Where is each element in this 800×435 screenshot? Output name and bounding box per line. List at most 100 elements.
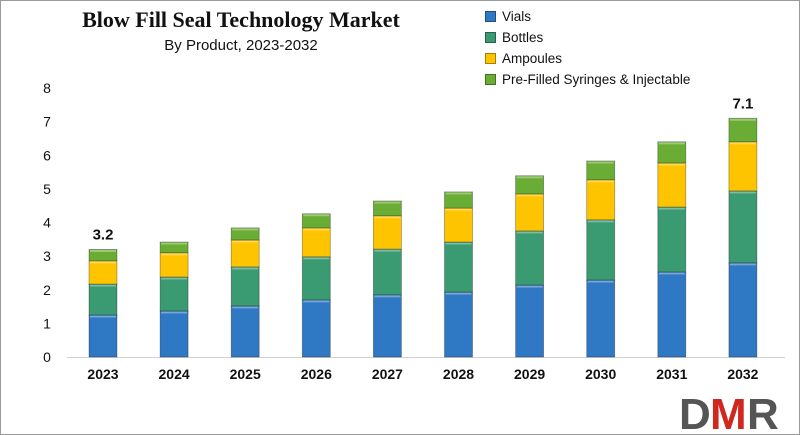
bar-segment-highlight: [303, 228, 330, 231]
chart-subtitle: By Product, 2023-2032: [164, 37, 318, 54]
bar-segment-highlight: [374, 295, 401, 298]
bar-segment-pre-filled-syringes-injectable-2023: [88, 248, 118, 262]
bar-segment-highlight: [516, 194, 543, 197]
bar-segment-pre-filled-syringes-injectable-2030: [586, 160, 616, 181]
bar-segment-pre-filled-syringes-injectable-2025: [230, 227, 260, 241]
legend-swatch: [485, 11, 496, 22]
legend-swatch: [485, 53, 496, 64]
bar-segment-ampoules-2027: [372, 215, 402, 250]
bar-segment-highlight: [729, 191, 756, 194]
data-label: 7.1: [732, 95, 753, 112]
legend-item-bottles: Bottles: [485, 27, 690, 48]
y-tick-label: 5: [43, 181, 51, 197]
legend-label: Pre-Filled Syringes & Injectable: [502, 72, 691, 87]
bar-segment-ampoules-2023: [88, 260, 118, 285]
bar-segment-highlight: [445, 208, 472, 211]
legend-item-ampoules: Ampoules: [485, 48, 690, 69]
bar-segment-bottles-2026: [301, 256, 331, 301]
bar-segment-highlight: [90, 261, 116, 264]
y-tick-label: 0: [43, 349, 51, 365]
bar-segment-bottles-2027: [372, 248, 402, 296]
y-tick-label: 3: [43, 248, 51, 264]
bar-segment-highlight: [232, 306, 259, 309]
bar-segment-pre-filled-syringes-injectable-2024: [159, 241, 189, 254]
bar-segment-bottles-2025: [230, 266, 260, 307]
bar-segment-highlight: [374, 249, 401, 252]
bar-segment-vials-2025: [230, 305, 260, 358]
bar-segment-highlight: [658, 142, 685, 145]
bar-segment-ampoules-2032: [728, 141, 758, 192]
dmr-logo: D M R: [679, 390, 779, 435]
y-tick-label: 8: [43, 80, 51, 96]
bar-segment-highlight: [587, 180, 614, 183]
x-tick-label: 2029: [514, 366, 545, 382]
bar-segment-highlight: [516, 285, 543, 288]
bar-segment-highlight: [587, 220, 614, 223]
x-tick-label: 2030: [585, 366, 616, 382]
bar-segment-highlight: [374, 216, 401, 219]
bar-segment-pre-filled-syringes-injectable-2031: [657, 141, 687, 164]
bar-segment-highlight: [445, 192, 472, 195]
bar-segment-highlight: [232, 240, 259, 243]
logo-letter-m: M: [710, 390, 747, 435]
bar-segment-bottles-2023: [88, 283, 118, 316]
bar-segment-vials-2029: [515, 284, 544, 358]
bar-segment-highlight: [445, 292, 472, 295]
bar-segment-highlight: [90, 249, 116, 252]
bar-segment-bottles-2024: [159, 276, 189, 312]
legend-item-syringes: Pre-Filled Syringes & Injectable: [485, 69, 690, 90]
bar-segment-highlight: [658, 163, 685, 166]
x-tick-label: 2026: [301, 366, 332, 382]
bar-segment-vials-2027: [372, 294, 402, 358]
bar-segment-vials-2030: [586, 279, 616, 358]
logo-letter-r: R: [747, 390, 779, 435]
x-tick-label: 2028: [443, 366, 474, 382]
bar-segment-pre-filled-syringes-injectable-2032: [728, 117, 758, 143]
bar-segment-highlight: [90, 315, 116, 318]
bar-segment-highlight: [658, 207, 685, 210]
bar-segment-highlight: [445, 242, 472, 245]
legend-label: Bottles: [502, 30, 544, 45]
legend-swatch: [485, 32, 496, 43]
bar-segment-pre-filled-syringes-injectable-2028: [444, 191, 473, 209]
bar-segment-highlight: [516, 231, 543, 234]
bar-segment-highlight: [658, 272, 685, 275]
bar-segment-highlight: [303, 257, 330, 260]
bar-segment-highlight: [161, 253, 188, 256]
legend-swatch: [485, 74, 496, 85]
bar-segment-highlight: [161, 277, 188, 280]
bar-segment-bottles-2031: [657, 206, 687, 273]
y-tick-label: 1: [43, 315, 51, 331]
bar-segment-ampoules-2029: [515, 193, 544, 232]
x-tick-label: 2027: [372, 366, 403, 382]
bar-segment-pre-filled-syringes-injectable-2026: [301, 213, 331, 229]
bar-segment-vials-2023: [88, 314, 118, 358]
legend-label: Ampoules: [502, 51, 563, 66]
bar-segment-bottles-2029: [515, 230, 544, 286]
bar-segment-highlight: [303, 300, 330, 303]
x-tick-label: 2031: [656, 366, 687, 382]
y-tick-label: 4: [43, 215, 51, 231]
chart-title: Blow Fill Seal Technology Market: [82, 7, 400, 32]
bar-segment-vials-2024: [159, 310, 189, 358]
bar-segment-bottles-2030: [586, 219, 616, 281]
x-tick-label: 2023: [87, 366, 118, 382]
legend: Vials Bottles Ampoules Pre-Filled Syring…: [485, 6, 690, 90]
y-tick-label: 2: [43, 282, 51, 298]
y-tick-label: 7: [43, 114, 51, 130]
bar-segment-highlight: [729, 118, 756, 121]
bar-segment-highlight: [516, 176, 543, 179]
bar-segment-vials-2032: [728, 262, 758, 358]
bar-segment-ampoules-2031: [657, 162, 687, 208]
legend-item-vials: Vials: [485, 6, 690, 27]
x-tick-label: 2024: [159, 366, 190, 382]
legend-label: Vials: [502, 9, 532, 24]
bar-segment-highlight: [232, 228, 259, 231]
bar-segment-bottles-2032: [728, 190, 758, 264]
bar-segment-vials-2028: [444, 291, 473, 358]
bar-segment-highlight: [587, 280, 614, 283]
bar-segment-ampoules-2030: [586, 179, 616, 221]
bar-segment-highlight: [374, 201, 401, 204]
bar-segment-highlight: [161, 242, 188, 245]
bar-segment-vials-2031: [657, 271, 687, 358]
